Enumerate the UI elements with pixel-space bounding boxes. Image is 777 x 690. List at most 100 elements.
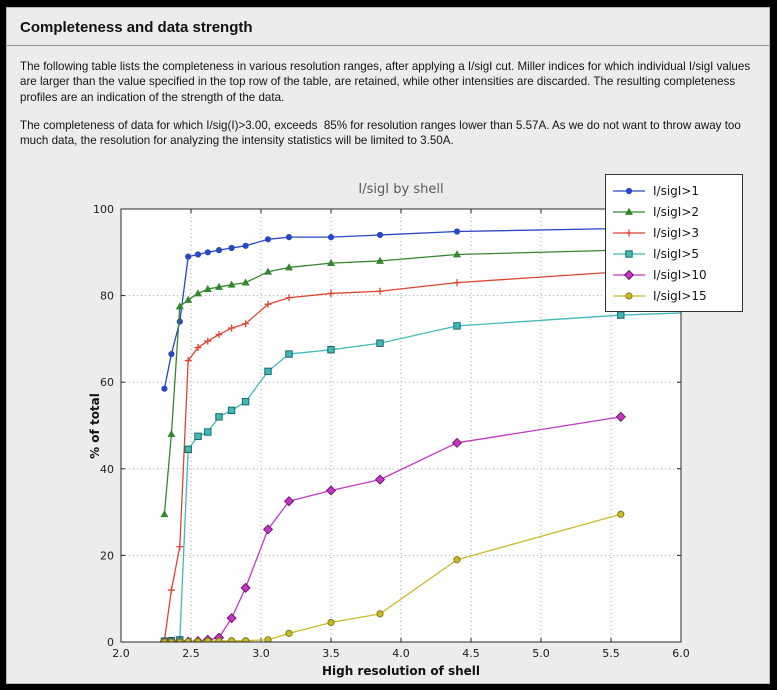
data-point-marker xyxy=(453,556,461,564)
legend-label: I/sigI>5 xyxy=(653,246,700,261)
data-point-marker xyxy=(264,267,272,275)
y-axis-label: % of total xyxy=(88,393,102,459)
data-point-marker xyxy=(325,485,337,496)
data-point-marker xyxy=(264,236,272,243)
legend-marker-icon xyxy=(612,268,646,282)
data-point-marker xyxy=(240,582,251,593)
data-point-marker xyxy=(185,253,192,260)
legend-label: I/sigI>3 xyxy=(653,225,700,240)
data-point-marker xyxy=(327,289,335,297)
data-point-marker xyxy=(285,294,293,302)
tick-label: 2.0 xyxy=(112,647,130,660)
data-point-marker xyxy=(215,247,223,254)
data-point-marker xyxy=(176,318,183,325)
data-point-marker xyxy=(285,234,293,241)
tick-label: 60 xyxy=(100,376,114,389)
data-point-marker xyxy=(376,231,384,239)
data-point-marker xyxy=(285,263,293,271)
data-point-marker xyxy=(374,474,386,485)
data-point-marker xyxy=(204,249,211,256)
data-point-marker xyxy=(241,397,250,406)
data-point-marker xyxy=(215,413,223,421)
data-point-marker xyxy=(453,250,461,258)
data-point-marker xyxy=(623,269,635,280)
data-point-marker xyxy=(204,637,212,642)
legend-label: I/sigI>15 xyxy=(653,288,707,303)
legend-marker-icon xyxy=(612,247,646,261)
series-line xyxy=(163,226,681,389)
tick-label: 100 xyxy=(93,203,114,216)
data-point-marker xyxy=(167,429,176,438)
data-point-marker xyxy=(376,610,384,618)
legend-entry: I/sigI>5 xyxy=(612,243,736,264)
description-paragraph-2: The completeness of data for which I/sig… xyxy=(20,118,745,148)
tick-label: 0 xyxy=(107,636,114,649)
legend-label: I/sigI>2 xyxy=(653,204,700,219)
data-point-marker xyxy=(285,629,293,637)
data-point-marker xyxy=(194,432,202,441)
series-line xyxy=(164,312,681,642)
plot-frame xyxy=(120,208,682,643)
data-point-marker xyxy=(228,244,235,252)
data-point-marker xyxy=(617,510,625,518)
completeness-figure: 2.0 2.5 3.0 3.5 4.0 4.5 5.0 5.5 6.0 0 20 40 60 80 100 … xyxy=(7,158,771,685)
tick-label: 4.0 xyxy=(392,647,410,660)
data-point-marker xyxy=(617,311,625,319)
report-window: Completeness and data strength The follo… xyxy=(6,7,770,684)
tick-label: 3.0 xyxy=(252,647,270,660)
legend-label: I/sigI>1 xyxy=(653,183,700,198)
data-point-marker xyxy=(453,228,461,235)
page-title: Completeness and data strength xyxy=(20,19,253,36)
data-point-marker xyxy=(327,346,335,354)
data-point-marker xyxy=(184,445,192,454)
data-point-marker xyxy=(226,613,237,624)
data-point-marker xyxy=(376,256,384,264)
data-point-marker xyxy=(227,406,236,415)
data-point-marker xyxy=(215,331,223,339)
legend-entry: I/sigI>2 xyxy=(612,201,736,222)
data-point-marker xyxy=(283,496,295,507)
legend-entry: I/sigI>3 xyxy=(612,222,736,243)
legend-marker-icon xyxy=(612,226,646,240)
data-point-marker xyxy=(241,278,250,286)
legend-entry: I/sigI>1 xyxy=(612,180,736,201)
data-point-marker xyxy=(184,357,192,365)
legend-entry: I/sigI>15 xyxy=(612,285,736,306)
data-point-marker xyxy=(227,280,236,288)
data-point-marker xyxy=(264,636,272,642)
data-point-marker xyxy=(160,510,169,518)
tick-label: 5.5 xyxy=(602,647,620,660)
data-point-marker xyxy=(194,251,202,258)
data-point-marker xyxy=(204,428,212,436)
series-line xyxy=(163,268,681,641)
tick-label: 6.0 xyxy=(672,647,690,660)
data-point-marker xyxy=(264,367,272,376)
series-0 xyxy=(161,225,681,392)
tick-label: 20 xyxy=(100,549,114,562)
data-point-marker xyxy=(168,350,175,358)
tick-label: 80 xyxy=(100,290,114,303)
data-point-marker xyxy=(176,543,184,551)
tick-label: 3.5 xyxy=(322,647,340,660)
data-point-marker xyxy=(615,411,626,422)
data-point-marker xyxy=(228,324,236,332)
data-point-marker xyxy=(203,284,212,293)
data-point-marker xyxy=(194,289,202,297)
data-point-marker xyxy=(376,287,384,295)
data-point-marker xyxy=(242,320,250,328)
chart-legend: I/sigI>1 I/sigI>2 I/sigI>3 I/sigI>5 I/si… xyxy=(605,174,743,312)
description-paragraph-1: The following table lists the completene… xyxy=(20,60,754,104)
chart-title: I/sigI by shell xyxy=(358,182,444,197)
legend-marker-icon xyxy=(612,289,646,303)
tick-label: 5.0 xyxy=(532,647,550,660)
data-point-marker xyxy=(175,302,184,310)
legend-marker-icon xyxy=(612,184,646,198)
data-point-marker xyxy=(167,586,175,594)
data-point-marker xyxy=(625,229,633,236)
data-point-marker xyxy=(376,339,384,347)
data-point-marker xyxy=(625,291,633,300)
data-point-marker xyxy=(453,322,461,330)
data-point-marker xyxy=(262,524,274,535)
data-point-marker xyxy=(327,618,335,627)
x-axis-label: High resolution of shell xyxy=(321,664,481,678)
